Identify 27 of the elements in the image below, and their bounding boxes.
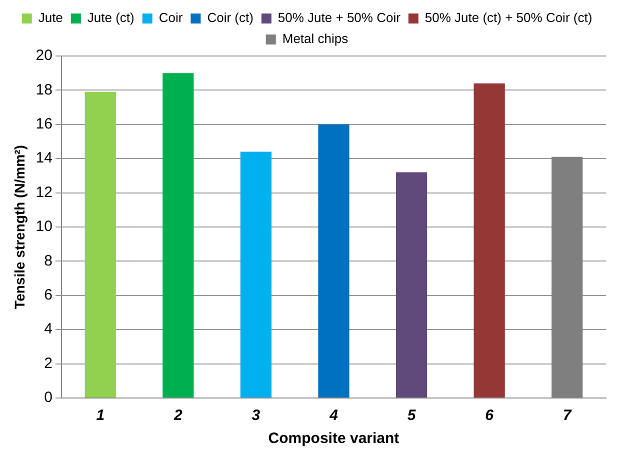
legend-label: Jute (ct)	[87, 10, 134, 26]
y-tick-label: 10	[36, 218, 52, 236]
y-tick-label: 12	[36, 184, 52, 201]
y-tick-label: 14	[36, 150, 52, 167]
x-tick-label: 1	[96, 407, 105, 424]
x-tick-label: 7	[562, 407, 572, 424]
legend-label: Metal chips	[282, 31, 349, 46]
y-tick-label: 0	[44, 389, 52, 406]
y-axis-title: Tensile strength (N/mm²)	[11, 145, 28, 309]
x-axis-title: Composite variant	[268, 430, 400, 448]
x-tick-label: 5	[407, 407, 416, 424]
x-tick-label: 2	[172, 407, 183, 424]
y-tick-label: 8	[44, 252, 52, 270]
y-tick-label: 20	[36, 47, 52, 64]
legend-label: Coir (ct)	[207, 10, 254, 26]
legend-label: 50% Jute (ct) + 50% Coir (ct)	[424, 10, 592, 26]
y-tick-label: 18	[36, 81, 52, 98]
y-tick-label: 2	[44, 354, 52, 372]
y-tick-label: 4	[44, 320, 52, 338]
legend-label: Jute	[38, 10, 63, 26]
x-tick-label: 4	[328, 407, 339, 424]
x-tick-label: 3	[252, 407, 261, 424]
y-tick-label: 6	[44, 286, 52, 304]
legend-label: Coir	[158, 10, 184, 26]
legend-label: 50% Jute + 50% Coir	[278, 10, 402, 26]
x-tick-label: 6	[485, 407, 494, 424]
y-tick-label: 16	[36, 116, 52, 133]
